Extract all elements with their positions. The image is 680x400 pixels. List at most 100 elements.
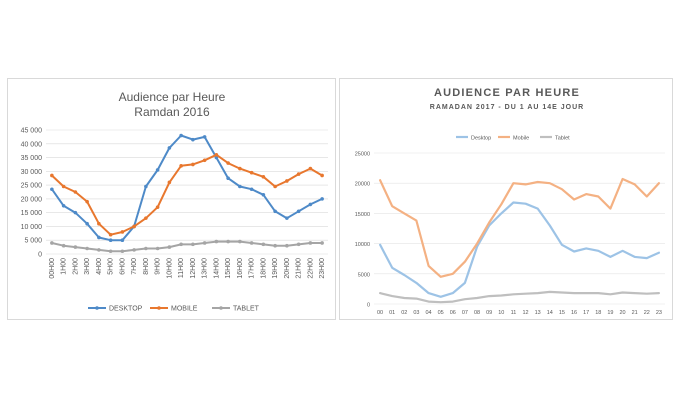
x-tick-label: 17H00 — [249, 258, 256, 279]
y-tick-label: 35 000 — [21, 155, 43, 162]
data-point — [320, 197, 324, 201]
x-tick-label: 07 — [462, 310, 468, 316]
data-point — [179, 133, 183, 138]
series-line-tablet — [378, 290, 660, 304]
chart-ramdan-2016: Audience par Heure Ramdan 2016 0 5 000 10 … — [21, 90, 328, 313]
x-tick-label: 10H00 — [166, 258, 173, 279]
data-point — [144, 184, 148, 189]
data-point — [85, 199, 89, 204]
data-point — [191, 162, 195, 167]
x-tick-label: 11 — [511, 310, 517, 316]
y-tick-label: 0 — [38, 252, 42, 259]
data-point — [320, 241, 324, 245]
data-point — [202, 135, 207, 139]
y-tick-label: 0 — [367, 303, 370, 309]
x-tick-label: 23 — [656, 310, 662, 316]
data-point — [226, 239, 230, 244]
data-point — [273, 243, 277, 248]
x-tick-label: 22 — [644, 310, 650, 316]
x-tick-label: 21 — [632, 310, 638, 316]
chart-panel-ramadan-2017: AUDIENCE PAR HEURE RAMADAN 2017 - DU 1 A… — [339, 78, 673, 320]
data-point — [61, 184, 66, 189]
y-tick-label: 5 000 — [24, 238, 42, 245]
x-tick-label: 15H00 — [225, 258, 232, 279]
series-line-desktop — [378, 201, 660, 298]
data-point — [191, 137, 195, 142]
chart-subtitle: Ramdan 2016 — [134, 105, 210, 119]
data-point — [50, 173, 54, 178]
data-point — [85, 221, 89, 226]
x-tick-label: 04 — [426, 310, 432, 316]
legend-label: MOBILE — [171, 306, 198, 313]
data-point — [261, 242, 266, 247]
x-tick-label: 3H00 — [84, 258, 91, 275]
data-point — [97, 221, 101, 226]
x-tick-label: 09 — [486, 310, 492, 316]
data-point — [285, 179, 289, 183]
data-point — [273, 209, 277, 214]
x-tick-label: 7H00 — [131, 258, 138, 275]
data-point — [167, 180, 172, 185]
series-line-desktop — [50, 134, 324, 242]
legend-label: DESKTOP — [109, 306, 143, 313]
data-point — [296, 209, 301, 214]
data-point — [191, 242, 195, 247]
x-tick-label: 8H00 — [143, 258, 150, 275]
data-point — [249, 170, 254, 175]
data-point — [108, 232, 113, 237]
data-point — [308, 241, 313, 245]
data-point — [108, 249, 113, 254]
data-point — [202, 158, 207, 163]
data-point — [296, 172, 301, 176]
x-tick-label: 15 — [559, 310, 565, 316]
data-point — [120, 230, 125, 234]
x-tick-label: 16 — [571, 310, 577, 316]
data-point — [249, 187, 254, 192]
x-tick-label: 1H00 — [61, 258, 68, 275]
data-point — [296, 242, 301, 247]
x-tick-label: 18 — [595, 310, 601, 316]
x-tick-label: 5H00 — [108, 258, 115, 275]
x-tick-label: 14 — [547, 310, 553, 316]
chart-panel-ramdan-2016: Audience par Heure Ramdan 2016 0 5 000 10 … — [7, 78, 336, 320]
data-point — [50, 241, 54, 245]
chart-subtitle: RAMADAN 2017 - DU 1 AU 14E JOUR — [430, 104, 584, 111]
x-tick-label: 23H00 — [319, 258, 326, 279]
x-tick-label: 00 — [377, 310, 383, 316]
data-point — [320, 173, 324, 178]
chart-title: AUDIENCE PAR HEURE — [434, 87, 580, 99]
y-tick-label: 10 000 — [21, 224, 43, 231]
x-tick-label: 00H00 — [49, 258, 56, 279]
x-tick-label: 22H00 — [307, 258, 314, 279]
data-point — [155, 246, 160, 251]
data-point — [120, 249, 125, 254]
x-tick-label: 6H00 — [119, 258, 126, 275]
data-point — [97, 248, 101, 252]
x-tick-label: 01 — [389, 310, 395, 316]
x-tick-label: 12 — [523, 310, 529, 316]
series-line-mobile — [50, 153, 324, 236]
x-tick-label: 19H00 — [272, 258, 279, 279]
series-line-tablet — [50, 240, 324, 253]
legend-marker — [219, 306, 223, 310]
x-tick-label: 08 — [474, 310, 480, 316]
x-tick-label: 11H00 — [178, 258, 185, 278]
data-point — [97, 235, 101, 240]
data-point — [132, 248, 136, 252]
data-point — [202, 241, 207, 245]
chart-title: Audience par Heure — [119, 90, 226, 104]
data-point — [285, 243, 289, 248]
x-tick-label: 19 — [607, 310, 613, 316]
y-tick-label: 20 000 — [21, 196, 43, 203]
data-point — [50, 187, 54, 192]
data-point — [179, 164, 183, 168]
x-tick-label: 03 — [413, 310, 419, 316]
x-tick-label: 13 — [535, 310, 541, 316]
y-tick-label: 30 000 — [21, 169, 43, 176]
legend-label: TABLET — [233, 306, 260, 313]
data-point — [120, 238, 125, 243]
x-tick-label: 06 — [450, 310, 456, 316]
data-point — [238, 166, 242, 171]
data-point — [261, 192, 266, 197]
data-point — [226, 161, 230, 165]
